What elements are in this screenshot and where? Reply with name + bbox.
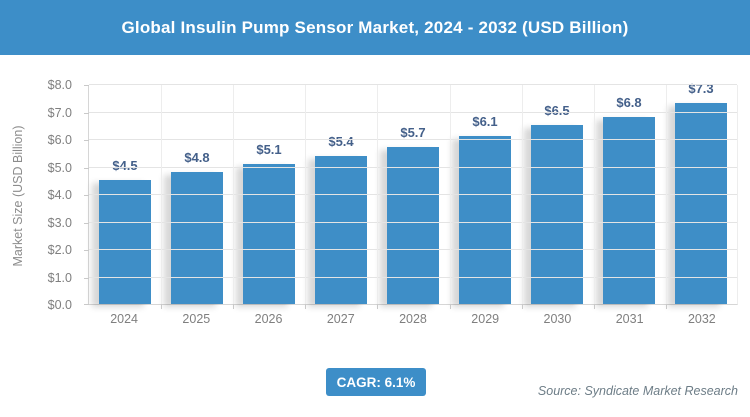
y-axis-tick — [84, 277, 89, 279]
bar-value-label: $7.3 — [688, 81, 714, 97]
y-tick-label: $0.0 — [47, 298, 72, 312]
x-tick-label: 2024 — [110, 312, 139, 326]
bar-value-label: $4.8 — [184, 150, 210, 165]
x-axis-tick — [666, 304, 668, 309]
y-axis-tick — [84, 167, 89, 169]
chart-title: Global Insulin Pump Sensor Market, 2024 … — [121, 17, 629, 37]
x-tick-label: 2028 — [399, 312, 427, 326]
plot-area: $4.5 $4.8 $5.1 $5.4 $5.7 $6.1 $6.5 $6.8 $7.3 — [84, 81, 738, 309]
y-axis-tick — [84, 222, 89, 224]
y-tick-label: $1.0 — [47, 270, 72, 285]
vertical-gridline — [377, 85, 379, 304]
vertical-gridline — [594, 85, 596, 304]
y-axis-tick — [84, 140, 89, 141]
x-tick-label: 2027 — [326, 312, 355, 326]
y-axis-tick — [84, 250, 89, 251]
bar-2031 — [603, 117, 655, 304]
horizontal-gridline — [89, 249, 737, 250]
x-axis-tick — [232, 304, 234, 309]
bar-2025 — [171, 172, 223, 304]
x-axis-tick — [377, 304, 379, 309]
y-axis-tick — [84, 85, 89, 86]
bar-cell: $5.1 — [233, 85, 305, 304]
y-axis-tick — [84, 304, 89, 305]
horizontal-gridline — [89, 84, 737, 85]
y-tick-label: $4.0 — [47, 188, 72, 202]
bar-cell: $5.7 — [377, 85, 449, 304]
x-tick-label: 2025 — [182, 312, 211, 326]
y-tick-label: $5.0 — [47, 160, 72, 175]
bar-2029 — [459, 136, 511, 304]
bar-2026 — [243, 163, 295, 304]
cagr-badge: CAGR: 6.1% — [326, 368, 426, 396]
bar-value-label: $6.1 — [472, 114, 498, 130]
bar-cell: $4.5 — [89, 85, 161, 304]
bar-cell: $6.8 — [593, 85, 665, 304]
bar-cell: $5.4 — [305, 85, 377, 304]
x-axis-tick — [449, 304, 451, 309]
x-tick-label: 2026 — [254, 312, 283, 326]
bar-2028 — [387, 147, 439, 304]
bar-cell: $6.5 — [521, 85, 593, 304]
y-axis-tick — [84, 112, 89, 114]
x-tick-label: 2031 — [615, 312, 644, 326]
vertical-gridline — [666, 85, 668, 304]
x-axis-tick — [594, 304, 596, 309]
bar-value-label: $5.7 — [400, 125, 426, 141]
x-tick-label: 2030 — [543, 312, 572, 326]
bar-value-label: $6.5 — [544, 103, 570, 119]
x-tick-label: 2029 — [471, 312, 500, 326]
bar-value-label: $5.1 — [256, 141, 282, 157]
bar-2024 — [99, 180, 151, 304]
bar-value-label: $6.8 — [616, 95, 642, 110]
bar-2027 — [315, 155, 367, 304]
x-axis-tick — [305, 304, 307, 309]
x-tick-label: 2032 — [687, 312, 716, 326]
vertical-gridline — [160, 85, 162, 304]
horizontal-gridline — [89, 166, 737, 168]
bar-2032 — [675, 103, 727, 304]
y-tick-label: $3.0 — [47, 215, 72, 230]
vertical-gridline — [232, 85, 234, 304]
bar-value-label: $4.5 — [112, 158, 138, 174]
vertical-gridline — [449, 85, 451, 304]
horizontal-gridline — [89, 221, 737, 223]
bar-cell: $7.3 — [665, 81, 737, 304]
x-axis-tick — [521, 304, 523, 309]
horizontal-gridline — [89, 194, 737, 195]
horizontal-gridline — [89, 111, 737, 113]
bar-value-label: $5.4 — [328, 133, 354, 149]
y-tick-label: $2.0 — [47, 243, 72, 257]
y-axis-title: Market Size (USD Billion) — [11, 125, 25, 267]
source-attribution: Source: Syndicate Market Research — [537, 384, 738, 398]
bar-2030 — [531, 125, 583, 304]
title-bar: Global Insulin Pump Sensor Market, 2024 … — [0, 0, 750, 55]
y-tick-label: $8.0 — [47, 78, 72, 92]
horizontal-gridline — [89, 276, 737, 278]
y-tick-label: $6.0 — [47, 133, 72, 147]
vertical-gridline — [521, 85, 523, 304]
y-axis-tick — [84, 195, 89, 196]
vertical-gridline — [305, 85, 307, 304]
horizontal-gridline — [89, 139, 737, 140]
bar-cell: $6.1 — [449, 85, 521, 304]
x-axis-tick-labels: 2024 2025 2026 2027 2028 2029 2030 2031 2032 — [88, 312, 738, 330]
y-axis-tick-labels: $0.0 $1.0 $2.0 $3.0 $4.0 $5.0 $6.0 $7.0 $8.0 — [30, 78, 82, 312]
bar-series: $4.5 $4.8 $5.1 $5.4 $5.7 $6.1 $6.5 $6.8 $7.3 — [89, 81, 737, 304]
x-axis-tick — [160, 304, 162, 309]
y-tick-label: $7.0 — [47, 105, 72, 120]
